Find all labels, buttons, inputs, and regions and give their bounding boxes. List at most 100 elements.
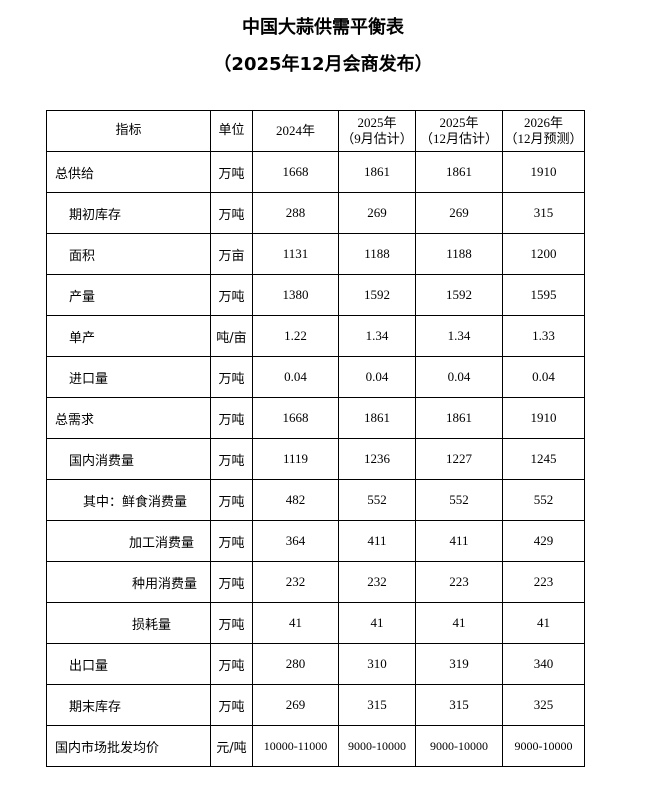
value-cell: 269 [252,684,339,726]
indicator-label: 总供给 [46,151,211,193]
value-cell: 1131 [252,233,339,275]
table-row: 面积 万亩 1131 1188 1188 1200 [46,233,585,275]
table-row: 单产 吨/亩 1.22 1.34 1.34 1.33 [46,315,585,357]
supply-demand-table: 指标 单位 2024年 2025年 （9月估计） 2025年 （12月估计） 2026年 … [46,110,585,767]
unit-cell: 万吨 [210,479,253,521]
value-cell: 1861 [338,151,416,193]
unit-cell: 万吨 [210,274,253,316]
unit-cell: 万吨 [210,561,253,603]
table-row: 其中：鲜食消费量 万吨 482 552 552 552 [46,479,585,521]
indicator-label: 国内消费量 [46,438,211,480]
value-cell: 429 [502,520,585,562]
indicator-label: 总需求 [46,397,211,439]
table-row: 期初库存 万吨 288 269 269 315 [46,192,585,234]
value-cell: 1.34 [338,315,416,357]
value-cell: 1595 [502,274,585,316]
table-row: 损耗量 万吨 41 41 41 41 [46,602,585,644]
indicator-label: 进口量 [46,356,211,398]
value-cell: 9000-10000 [502,725,585,767]
table-row: 种用消费量 万吨 232 232 223 223 [46,561,585,603]
value-cell: 1119 [252,438,339,480]
indicator-label: 单产 [46,315,211,357]
value-cell: 315 [502,192,585,234]
unit-cell: 万吨 [210,438,253,480]
value-cell: 232 [338,561,416,603]
table-row: 出口量 万吨 280 310 319 340 [46,643,585,685]
indicator-label: 种用消费量 [46,561,211,603]
column-header: 2026年 （12月预测） [502,110,585,152]
value-cell: 552 [502,479,585,521]
value-cell: 482 [252,479,339,521]
value-cell: 315 [415,684,503,726]
unit-cell: 元/吨 [210,725,253,767]
value-cell: 9000-10000 [415,725,503,767]
indicator-label: 其中：鲜食消费量 [46,479,211,521]
table-row: 总供给 万吨 1668 1861 1861 1910 [46,151,585,193]
table-row: 国内消费量 万吨 1119 1236 1227 1245 [46,438,585,480]
value-cell: 223 [415,561,503,603]
value-cell: 41 [338,602,416,644]
column-header: 2025年 （9月估计） [338,110,416,152]
value-cell: 1.22 [252,315,339,357]
table-row: 进口量 万吨 0.04 0.04 0.04 0.04 [46,356,585,398]
unit-cell: 万吨 [210,684,253,726]
indicator-label: 国内市场批发均价 [46,725,211,767]
column-header: 2025年 （12月估计） [415,110,503,152]
value-cell: 1.33 [502,315,585,357]
value-cell: 319 [415,643,503,685]
table-row: 加工消费量 万吨 364 411 411 429 [46,520,585,562]
value-cell: 280 [252,643,339,685]
table-row: 总需求 万吨 1668 1861 1861 1910 [46,397,585,439]
unit-cell: 万吨 [210,192,253,234]
value-cell: 41 [252,602,339,644]
value-cell: 1668 [252,397,339,439]
value-cell: 269 [338,192,416,234]
value-cell: 1188 [338,233,416,275]
value-cell: 411 [415,520,503,562]
value-cell: 315 [338,684,416,726]
value-cell: 0.04 [415,356,503,398]
value-cell: 1861 [415,151,503,193]
value-cell: 288 [252,192,339,234]
unit-cell: 万吨 [210,643,253,685]
indicator-label: 期末库存 [46,684,211,726]
value-cell: 1227 [415,438,503,480]
value-cell: 232 [252,561,339,603]
value-cell: 223 [502,561,585,603]
unit-cell: 万吨 [210,520,253,562]
value-cell: 10000-11000 [252,725,339,767]
column-header: 单位 [210,110,253,152]
value-cell: 0.04 [502,356,585,398]
value-cell: 310 [338,643,416,685]
value-cell: 552 [338,479,416,521]
column-header: 2024年 [252,110,339,152]
value-cell: 41 [415,602,503,644]
unit-cell: 万吨 [210,602,253,644]
value-cell: 1910 [502,397,585,439]
indicator-label: 损耗量 [46,602,211,644]
unit-cell: 万吨 [210,151,253,193]
value-cell: 340 [502,643,585,685]
value-cell: 1668 [252,151,339,193]
unit-cell: 万吨 [210,397,253,439]
value-cell: 1592 [415,274,503,316]
indicator-label: 出口量 [46,643,211,685]
indicator-label: 加工消费量 [46,520,211,562]
value-cell: 41 [502,602,585,644]
value-cell: 1236 [338,438,416,480]
value-cell: 0.04 [338,356,416,398]
table-row: 国内市场批发均价 元/吨 10000-11000 9000-10000 9000-100… [46,725,585,767]
indicator-label: 期初库存 [46,192,211,234]
value-cell: 1200 [502,233,585,275]
unit-cell: 万吨 [210,356,253,398]
page-title: 中国大蒜供需平衡表 [242,17,404,38]
value-cell: 364 [252,520,339,562]
unit-cell: 吨/亩 [210,315,253,357]
value-cell: 269 [415,192,503,234]
value-cell: 1.34 [415,315,503,357]
table-row: 期末库存 万吨 269 315 315 325 [46,684,585,726]
value-cell: 411 [338,520,416,562]
page-subtitle: （2025年12月会商发布） [213,54,433,75]
table-row: 产量 万吨 1380 1592 1592 1595 [46,274,585,316]
value-cell: 1910 [502,151,585,193]
